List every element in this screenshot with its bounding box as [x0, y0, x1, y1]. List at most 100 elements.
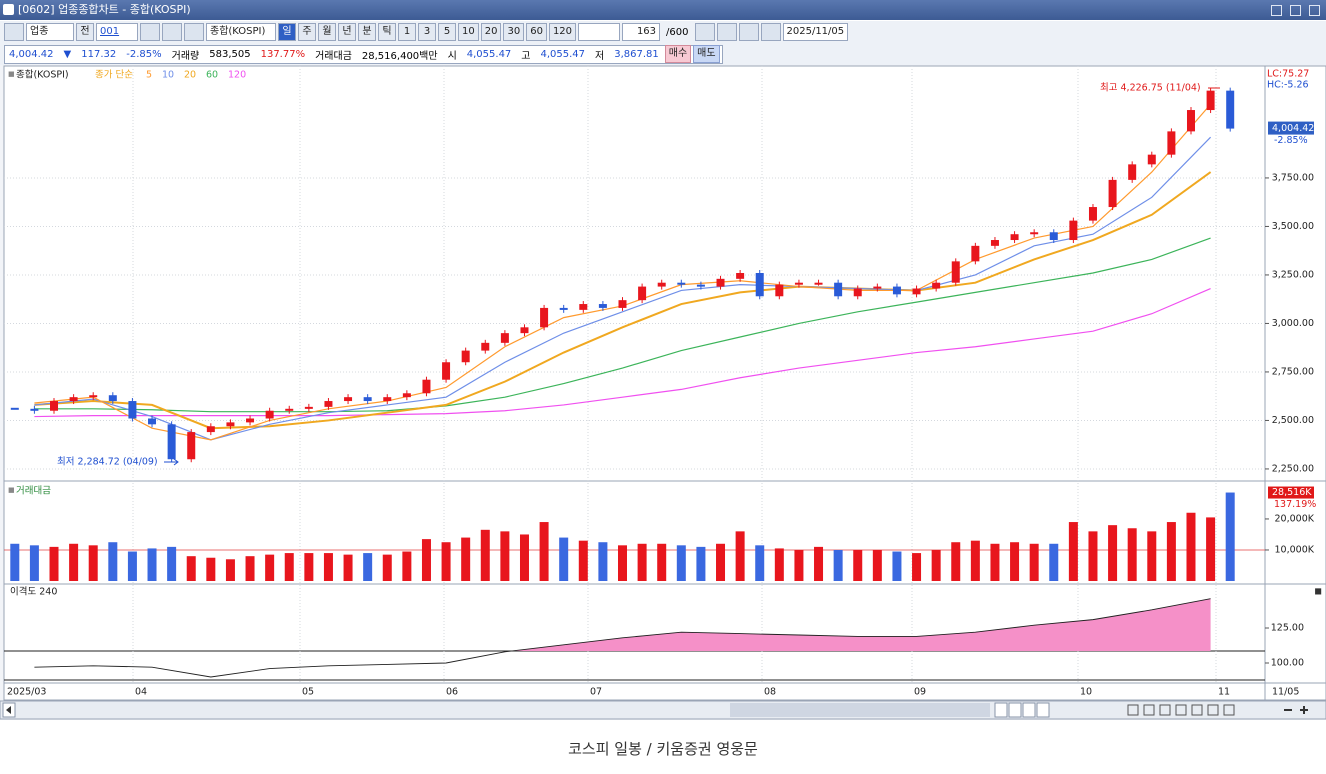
candle: [246, 418, 255, 423]
scrollbar[interactable]: [0, 700, 1326, 720]
last-volume-box: [1268, 486, 1314, 499]
tool-button[interactable]: [1191, 704, 1203, 716]
candle: [775, 284, 784, 297]
low-arrow: [164, 458, 179, 466]
y-tick-label: 2,250.00: [1272, 463, 1314, 474]
sell-button[interactable]: 매도: [693, 45, 720, 63]
interval-button[interactable]: 20: [480, 23, 502, 41]
window-title: [0602] 업종종합차트 - 종합(KOSPI): [18, 3, 191, 16]
low-value: 3,867.81: [614, 48, 659, 60]
minimize-button[interactable]: [1271, 5, 1282, 16]
volume-bar: [559, 537, 569, 581]
tool-button[interactable]: [994, 702, 1008, 718]
ma-label: 종가 단순: [95, 70, 133, 81]
interval-button[interactable]: 30: [503, 23, 525, 41]
interval-button[interactable]: 5: [438, 23, 456, 41]
volume-bar: [637, 543, 647, 581]
tool-button[interactable]: [716, 23, 737, 41]
date-input[interactable]: 2025/11/05: [782, 23, 849, 41]
volume-bar: [735, 531, 745, 581]
tool-button[interactable]: [1159, 704, 1171, 716]
candle: [30, 408, 39, 411]
candle: [148, 418, 157, 425]
volume-bar: [69, 543, 79, 581]
volume-bar: [519, 534, 529, 581]
candle: [971, 245, 980, 262]
layout-button[interactable]: [4, 23, 24, 41]
tool-button[interactable]: [1175, 704, 1187, 716]
candle: [363, 397, 372, 402]
amount-label: 거래대금: [315, 50, 352, 62]
candle: [1088, 207, 1097, 221]
period-button[interactable]: 분: [358, 23, 376, 41]
tool-button[interactable]: [1207, 704, 1219, 716]
candle: [1206, 90, 1215, 111]
interval-button[interactable]: 120: [548, 23, 577, 41]
candle: [618, 300, 627, 308]
tool-button[interactable]: [1223, 704, 1235, 716]
tool-button[interactable]: [1143, 704, 1155, 716]
x-end-label: 11/05: [1272, 687, 1299, 698]
period-button[interactable]: 틱: [378, 23, 396, 41]
market-select[interactable]: 업종: [26, 23, 74, 41]
volume-bar: [265, 554, 275, 581]
interval-button[interactable]: 10: [458, 23, 479, 41]
scope-button[interactable]: 전: [76, 23, 94, 41]
candle: [1069, 220, 1078, 241]
code-input[interactable]: 001: [96, 23, 138, 41]
period-button[interactable]: 주: [298, 23, 316, 41]
toolbar: 업종 전 001 종합(KOSPI) 일 주 월 년 분 틱 1 3 5 10 20 30 60 120 163/6…: [0, 21, 1326, 43]
volume-bar: [853, 549, 863, 581]
volume-bar: [1049, 543, 1059, 581]
tool-button[interactable]: [1127, 704, 1139, 716]
x-tick-label: 2025/03: [7, 687, 46, 698]
volume-bar: [10, 543, 20, 581]
close-button[interactable]: [1309, 5, 1320, 16]
price-change: 117.32: [81, 48, 117, 60]
y-tick-label: 2,750.00: [1272, 366, 1314, 377]
y-tick-label: 125.00: [1271, 623, 1304, 634]
volume-bar: [1010, 542, 1020, 581]
candle: [500, 333, 509, 343]
candle: [677, 282, 686, 285]
name-select[interactable]: 종합(KOSPI): [206, 23, 276, 41]
candle: [442, 362, 451, 380]
tool-button[interactable]: [1008, 702, 1022, 718]
candle: [853, 288, 862, 297]
x-tick-label: 08: [764, 687, 776, 698]
interval-button[interactable]: 3: [418, 23, 436, 41]
interval-button[interactable]: 1: [398, 23, 416, 41]
period-button[interactable]: 년: [338, 23, 356, 41]
search-button[interactable]: [162, 23, 182, 41]
scroll-thumb[interactable]: [730, 703, 990, 717]
tool-button[interactable]: [694, 23, 715, 41]
volume-rate: 137.77%: [260, 48, 306, 60]
count-input[interactable]: 163: [622, 23, 661, 41]
candle: [344, 397, 353, 402]
interval-select[interactable]: [578, 23, 621, 41]
nav-button[interactable]: [184, 23, 204, 41]
last-price-label: 4,004.42: [1272, 123, 1314, 134]
volume-bar: [716, 543, 726, 581]
volume-bar: [147, 548, 157, 581]
zoom-in-button[interactable]: [1300, 706, 1308, 714]
volume-bar: [500, 531, 510, 581]
tool-button[interactable]: [760, 23, 781, 41]
high-label: 고: [521, 50, 531, 62]
tool-button[interactable]: [1022, 702, 1036, 718]
volume-bar: [539, 522, 549, 581]
maximize-button[interactable]: [1290, 5, 1301, 16]
volume-bar: [814, 546, 824, 581]
dropdown-button[interactable]: [140, 23, 160, 41]
period-button[interactable]: 월: [318, 23, 336, 41]
interval-button[interactable]: 60: [526, 23, 547, 41]
period-button[interactable]: 일: [278, 23, 296, 41]
candle: [638, 286, 647, 301]
tool-button[interactable]: [738, 23, 759, 41]
y-tick-label: 3,750.00: [1272, 172, 1314, 183]
y-tick-label: 100.00: [1271, 657, 1304, 668]
volume-bar: [441, 542, 451, 581]
buy-button[interactable]: 매수: [664, 45, 692, 63]
tool-button[interactable]: [1036, 702, 1050, 718]
volume-bar: [382, 554, 392, 581]
